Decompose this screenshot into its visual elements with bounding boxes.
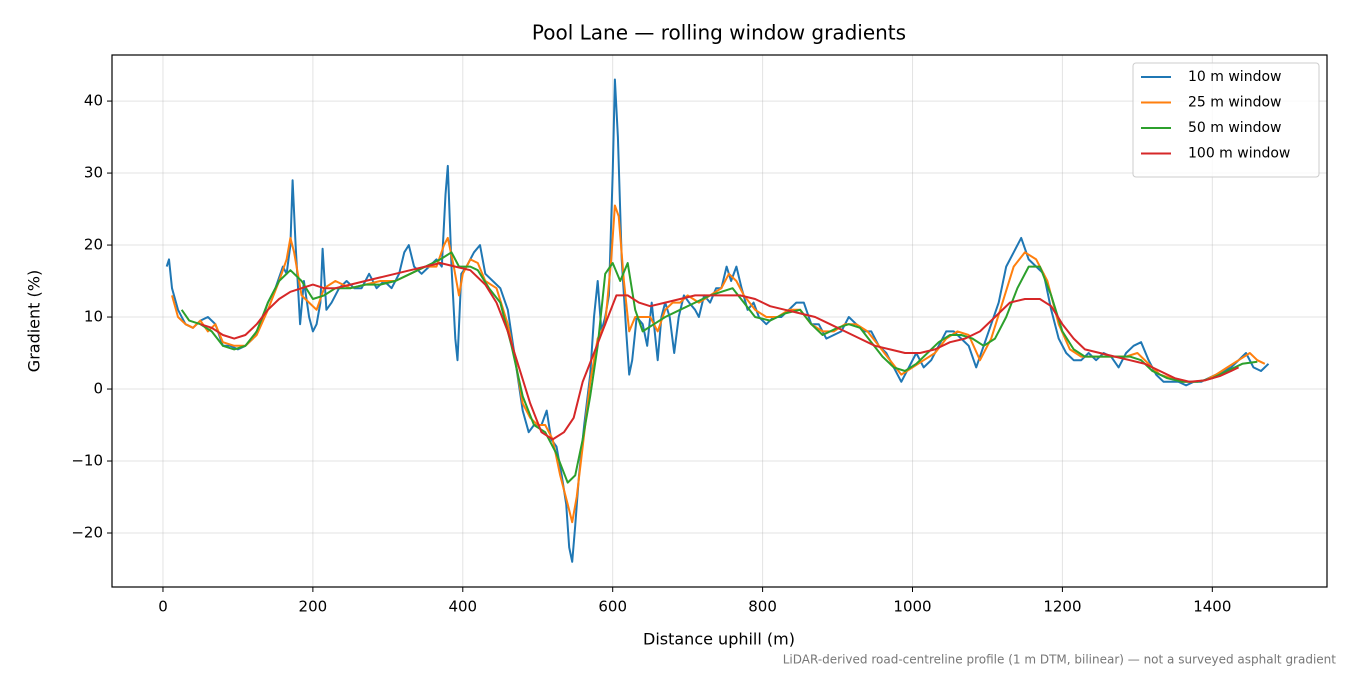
plot-frame [111, 54, 1328, 588]
x-tick-label: 1000 [893, 598, 931, 616]
x-tick-label: 600 [598, 598, 627, 616]
x-tick-label: 800 [748, 598, 777, 616]
legend-label: 10 m window [1188, 69, 1281, 85]
x-axis-label: Distance uphill (m) [643, 630, 795, 649]
data-line [171, 204, 1266, 524]
y-tick-label: 30 [84, 164, 103, 182]
data-line [200, 262, 1240, 441]
x-tick-label: 400 [448, 598, 477, 616]
legend-label: 50 m window [1188, 120, 1281, 136]
x-tick-label: 200 [299, 598, 328, 616]
y-axis-label: Gradient (%) [25, 270, 44, 372]
y-tick-label: −20 [71, 524, 103, 542]
legend-label: 100 m window [1188, 146, 1290, 162]
x-tick-label: 0 [158, 598, 168, 616]
legend: 10 m window 25 m window 50 m window 100 m w… [1132, 62, 1320, 178]
chart-title: Pool Lane — rolling window gradients [532, 21, 906, 45]
y-tick-label: 10 [84, 308, 103, 326]
annotation: LiDAR-derived road-centreline profile (1… [783, 653, 1337, 667]
legend-box [1132, 62, 1320, 178]
x-tick-label: 1400 [1193, 598, 1231, 616]
data-line [180, 251, 1258, 484]
x-tick-label: 1200 [1043, 598, 1081, 616]
legend-label: 25 m window [1188, 95, 1281, 111]
data-line [165, 78, 1270, 563]
y-tick-label: 0 [93, 380, 103, 398]
y-tick-label: 40 [84, 92, 103, 110]
y-tick-label: 20 [84, 236, 103, 254]
y-tick-label: −10 [71, 452, 103, 470]
